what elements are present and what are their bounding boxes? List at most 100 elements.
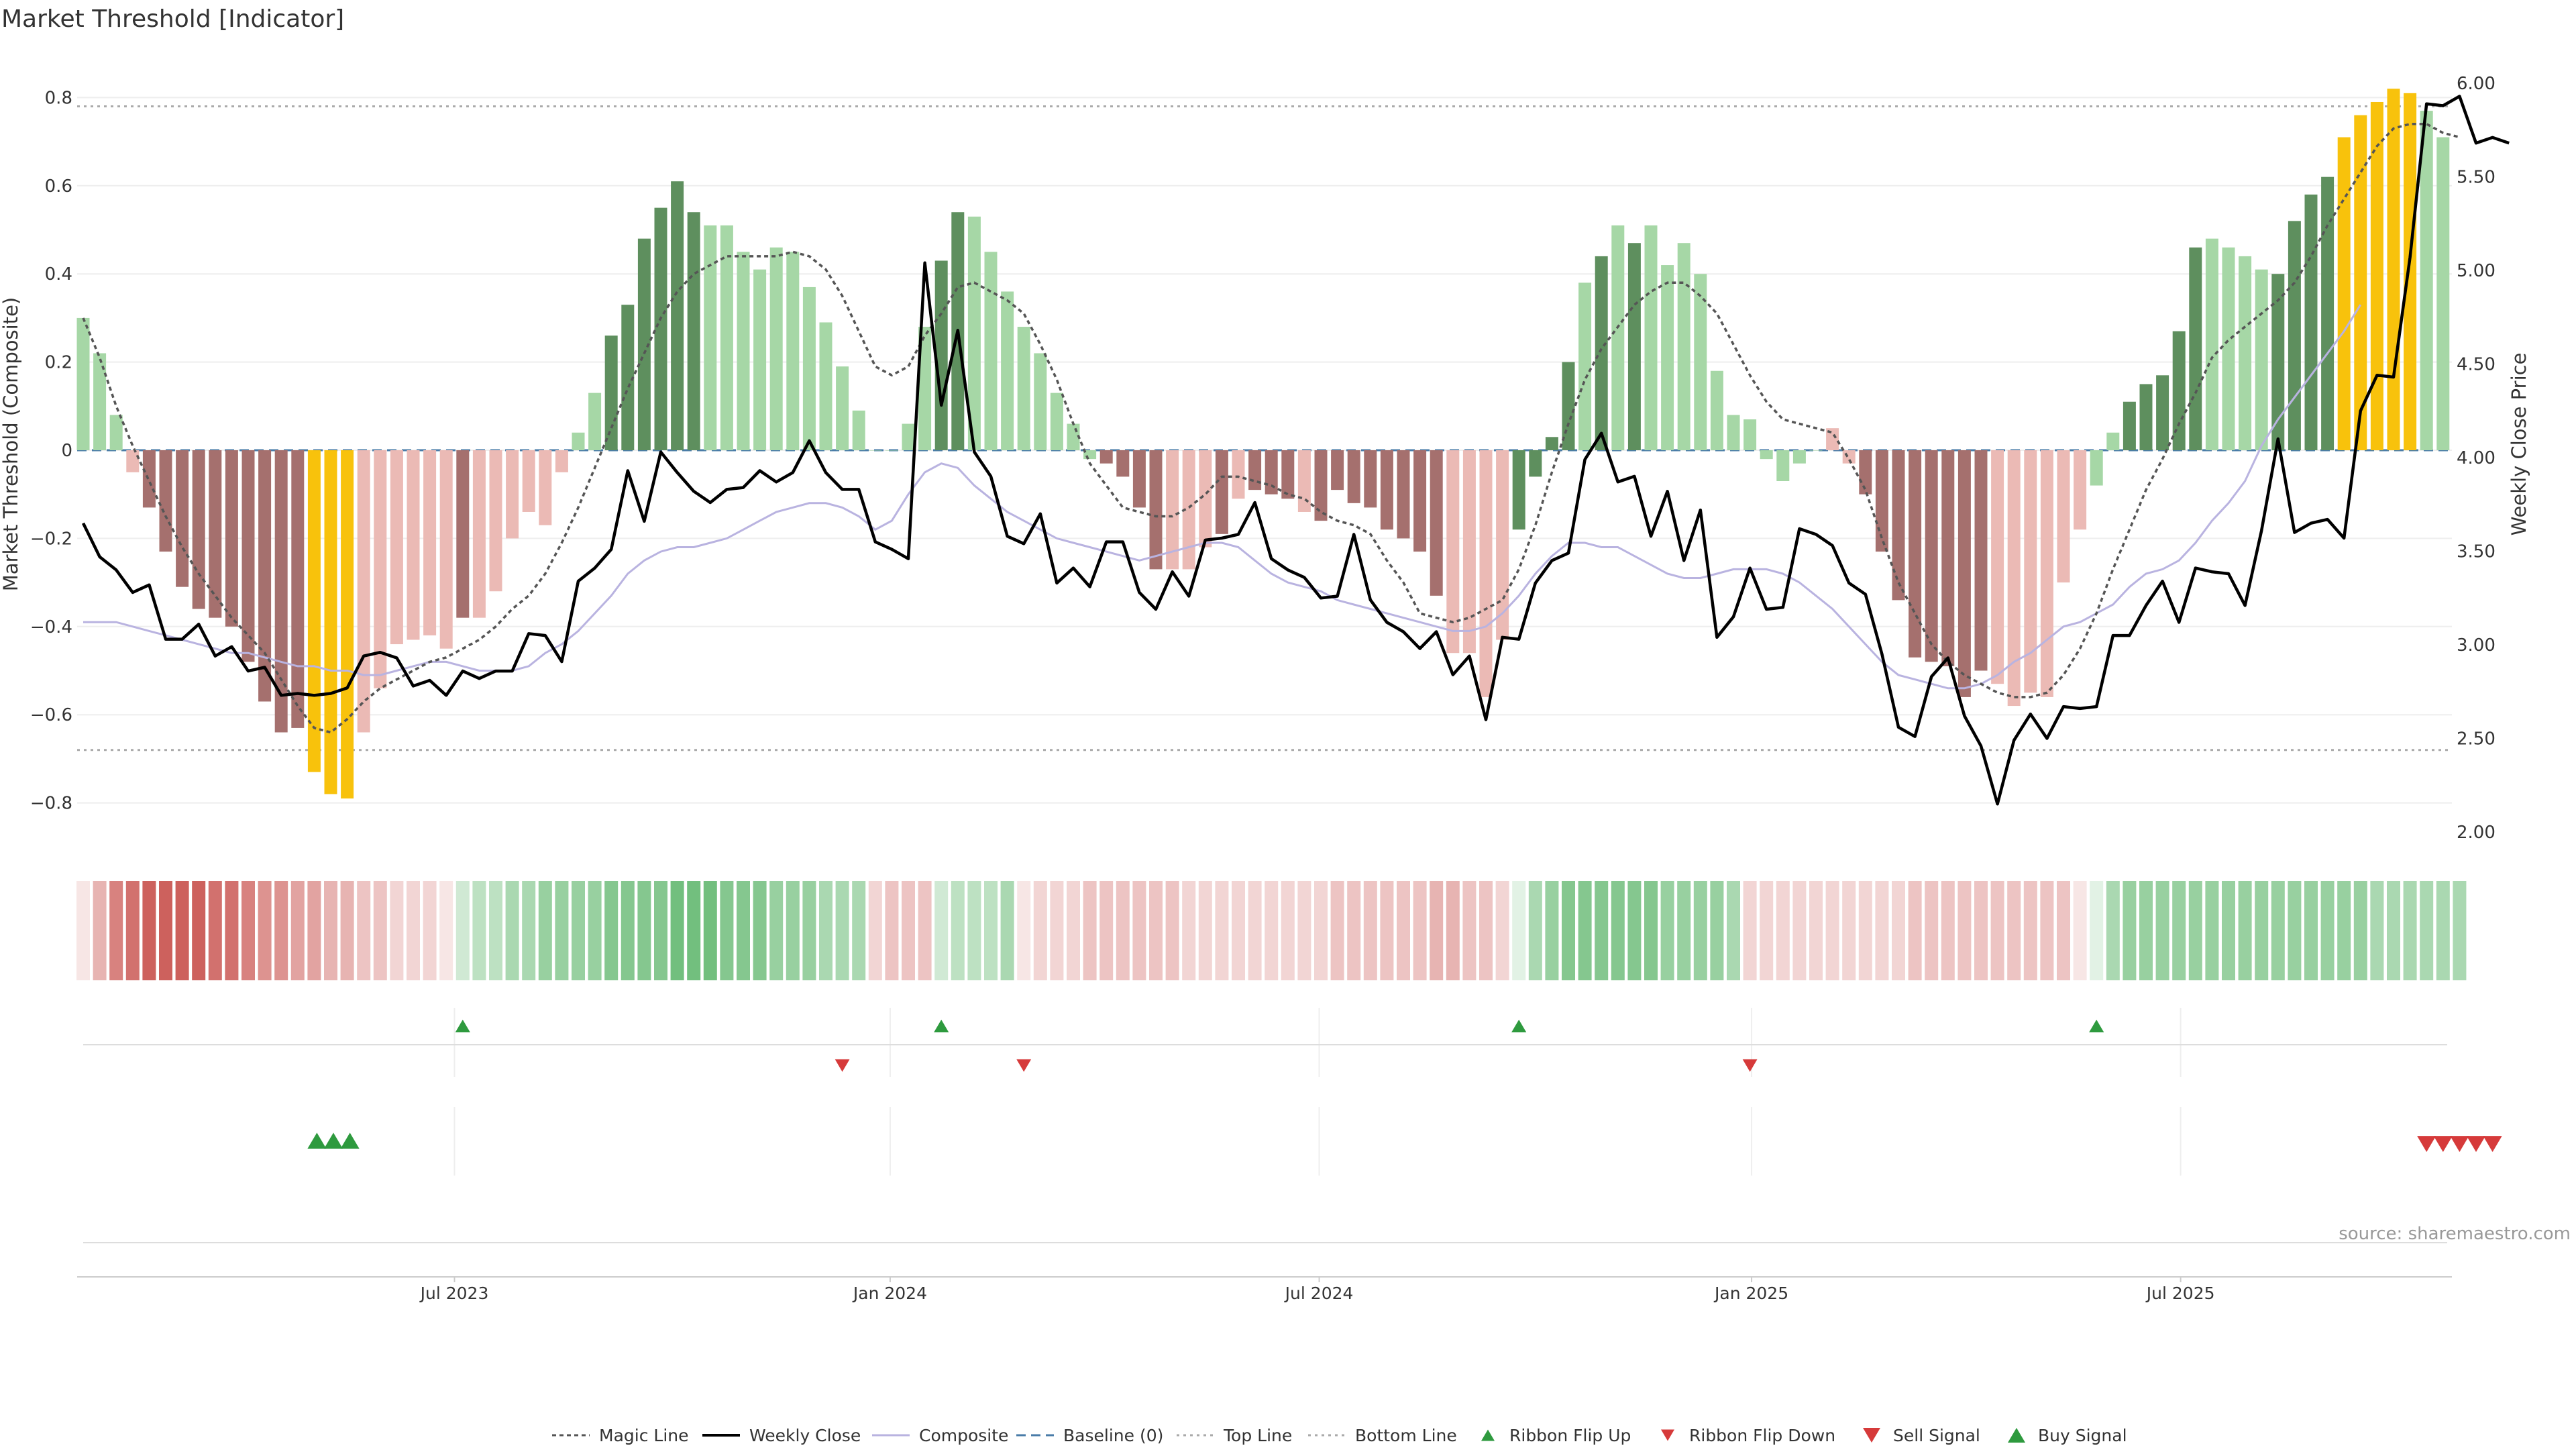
ribbon-cell bbox=[2453, 881, 2467, 980]
ribbon-cell bbox=[522, 881, 536, 980]
bar bbox=[241, 450, 255, 662]
ribbon-cell bbox=[1578, 881, 1592, 980]
bar bbox=[1166, 450, 1179, 570]
y2-tick-label: 4.00 bbox=[2457, 448, 2496, 468]
bar bbox=[1017, 327, 1030, 450]
ribbon-cell bbox=[885, 881, 899, 980]
bar bbox=[2040, 450, 2053, 697]
legend-label: Sell Signal bbox=[1893, 1426, 1980, 1445]
ribbon-cell bbox=[2255, 881, 2269, 980]
legend-label: Buy Signal bbox=[2038, 1426, 2127, 1445]
ribbon-cell bbox=[951, 881, 965, 980]
ribbon-cell bbox=[439, 881, 453, 980]
bar bbox=[1545, 437, 1558, 450]
ribbon-cell bbox=[802, 881, 816, 980]
ribbon-cell bbox=[1792, 881, 1807, 980]
bar bbox=[2106, 432, 2120, 450]
ribbon-cell bbox=[142, 881, 156, 980]
ribbon-cell bbox=[2353, 881, 2367, 980]
bar bbox=[2024, 450, 2037, 693]
bar bbox=[2222, 247, 2235, 450]
bar bbox=[621, 305, 635, 450]
ribbon-cell bbox=[1149, 881, 1163, 980]
legend-swatch bbox=[1863, 1427, 1880, 1443]
y2-tick-label: 2.00 bbox=[2457, 823, 2496, 843]
x-tick-label: Jul 2024 bbox=[1284, 1284, 1354, 1303]
x-tick-label: Jul 2025 bbox=[2145, 1284, 2215, 1303]
bar bbox=[2239, 256, 2252, 450]
ribbon-cell bbox=[2123, 881, 2137, 980]
bar bbox=[1792, 450, 1806, 464]
bar bbox=[2139, 384, 2153, 450]
ribbon-cell bbox=[1858, 881, 1872, 980]
ribbon-cell bbox=[290, 881, 305, 980]
bar bbox=[1644, 225, 1658, 450]
ribbon-cell bbox=[241, 881, 255, 980]
legend-swatch bbox=[1481, 1429, 1495, 1441]
ribbon-cell bbox=[1727, 881, 1740, 980]
y-axis-label-left: Market Threshold (Composite) bbox=[0, 297, 22, 591]
ribbon-cell bbox=[2073, 881, 2087, 980]
ribbon-cell bbox=[2007, 881, 2021, 980]
ribbon-cell bbox=[390, 881, 404, 980]
y-axis-label-right: Weekly Close Price bbox=[2508, 353, 2530, 536]
bar bbox=[1760, 450, 1773, 460]
bar bbox=[2354, 115, 2367, 450]
ribbon-cell bbox=[934, 881, 949, 980]
ribbon-cell bbox=[918, 881, 932, 980]
ribbon-cell bbox=[572, 881, 585, 980]
ribbon-cell bbox=[604, 881, 619, 980]
y2-tick-label: 3.50 bbox=[2457, 542, 2496, 562]
bar bbox=[456, 450, 470, 618]
ribbon-cell bbox=[2040, 881, 2054, 980]
bar bbox=[1380, 450, 1393, 530]
bar bbox=[1694, 274, 1707, 450]
ribbon-cell bbox=[1842, 881, 1856, 980]
ribbon-cell bbox=[819, 881, 833, 980]
ribbon-cell bbox=[505, 881, 519, 980]
bar bbox=[637, 238, 651, 450]
y2-tick-label: 3.00 bbox=[2457, 635, 2496, 656]
ribbon-cell bbox=[967, 881, 981, 980]
ribbon-cell bbox=[1182, 881, 1196, 980]
ribbon-flip-down-marker bbox=[835, 1059, 850, 1072]
bar bbox=[967, 216, 981, 450]
ribbon-cell bbox=[1562, 881, 1575, 980]
legend-label: Baseline (0) bbox=[1063, 1426, 1163, 1445]
ribbon-cell bbox=[1248, 881, 1262, 980]
ribbon-cell bbox=[1330, 881, 1344, 980]
ribbon-cell bbox=[2370, 881, 2384, 980]
ribbon-cell bbox=[1413, 881, 1427, 980]
bar bbox=[737, 252, 750, 450]
ribbon-cell bbox=[1380, 881, 1394, 980]
bar bbox=[753, 269, 767, 450]
ribbon-flip-up-marker bbox=[2089, 1019, 2104, 1033]
ribbon-cell bbox=[1347, 881, 1361, 980]
ribbon-cell bbox=[654, 881, 667, 980]
bar bbox=[1347, 450, 1360, 503]
ribbon-cell bbox=[786, 881, 800, 980]
ribbon-cell bbox=[1265, 881, 1279, 980]
ribbon-cell bbox=[175, 881, 189, 980]
ribbon-cell bbox=[489, 881, 502, 980]
bar bbox=[341, 450, 354, 799]
sell-signal-marker bbox=[2450, 1136, 2469, 1152]
y-tick-label: 0.2 bbox=[45, 353, 72, 373]
sell-signal-marker bbox=[2417, 1136, 2436, 1152]
bar bbox=[604, 335, 618, 450]
bar bbox=[390, 450, 403, 645]
ribbon-cell bbox=[2436, 881, 2450, 980]
ribbon-flip-up-marker bbox=[1511, 1019, 1527, 1033]
ribbon-cell bbox=[835, 881, 849, 980]
y-tick-label: −0.8 bbox=[30, 794, 72, 814]
bar bbox=[258, 450, 272, 702]
y-axis-left: −0.8 −0.6 −0.4 −0.2 0 0.2 0.4 0.6 0.8 bbox=[30, 88, 72, 813]
bar bbox=[357, 450, 370, 733]
ribbon-cell bbox=[2420, 881, 2434, 980]
ribbon-cell bbox=[373, 881, 387, 980]
bar bbox=[2436, 137, 2450, 450]
bar bbox=[1859, 450, 1872, 495]
bar bbox=[1512, 450, 1525, 530]
ribbon-cell bbox=[2188, 881, 2202, 980]
